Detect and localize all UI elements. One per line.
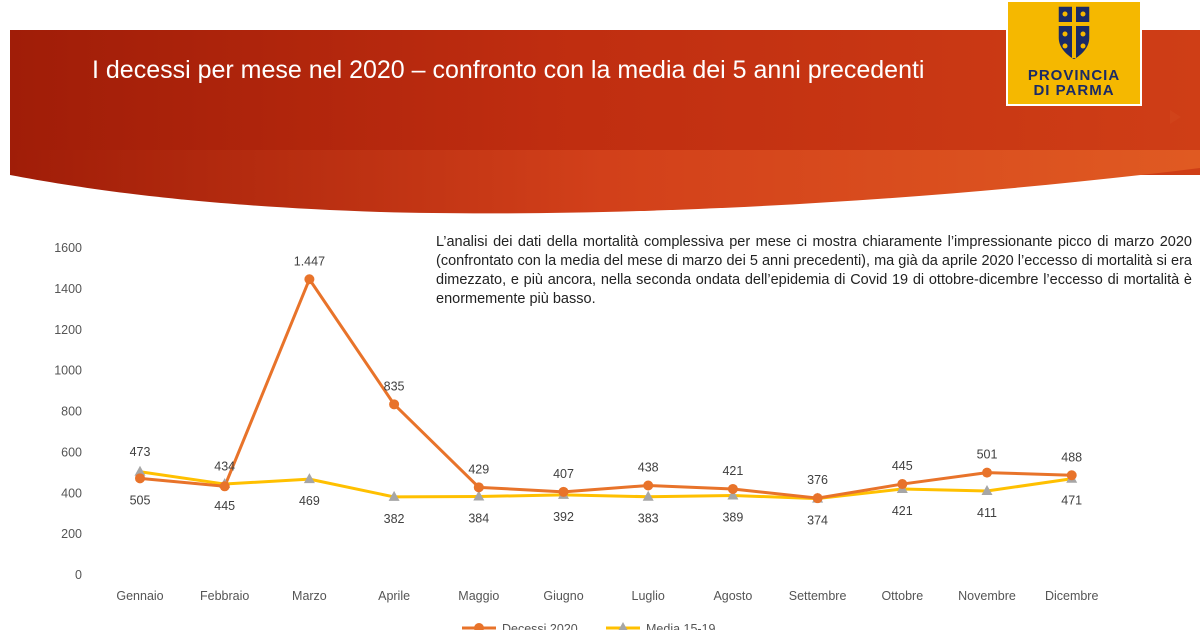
- y-tick-label: 800: [61, 405, 82, 419]
- data-label-decessi-2020: 473: [130, 445, 151, 459]
- point-decessi-2020: [897, 479, 908, 490]
- x-tick-label: Ottobre: [881, 589, 923, 603]
- point-decessi-2020: [812, 493, 823, 504]
- data-label-decessi-2020: 438: [638, 460, 659, 474]
- data-labels: 473 505 434 445 1.447 469 835 382 429 384 407 392 43…: [130, 254, 1083, 527]
- x-tick-label: Dicembre: [1045, 589, 1099, 603]
- point-media-15-19: [303, 473, 315, 484]
- monthly-deaths-chart: 0 200 400 600 800 1000 1200 1400 1600 Gennaio Feb…: [54, 241, 1098, 630]
- y-axis: 0 200 400 600 800 1000 1200 1400 1600: [54, 241, 82, 582]
- slide-title: I decessi per mese nel 2020 – confronto …: [92, 56, 925, 84]
- data-label-media-15-19: 421: [892, 504, 913, 518]
- data-label-decessi-2020: 434: [214, 459, 235, 473]
- data-label-decessi-2020: 445: [892, 459, 913, 473]
- data-label-media-15-19: 374: [807, 514, 828, 528]
- point-decessi-2020: [1066, 470, 1077, 481]
- data-label-media-15-19: 392: [553, 510, 574, 524]
- x-tick-label: Maggio: [458, 589, 499, 603]
- point-decessi-2020: [473, 482, 484, 493]
- data-label-media-15-19: 411: [977, 506, 997, 520]
- banner-swoosh: [10, 150, 1200, 214]
- point-media-15-19: [388, 490, 400, 501]
- provincia-logo: PROVINCIA DI PARMA: [1006, 0, 1142, 106]
- data-label-decessi-2020: 429: [468, 462, 489, 476]
- x-tick-label: Novembre: [958, 589, 1016, 603]
- point-decessi-2020: [135, 473, 145, 484]
- data-label-media-15-19: 382: [384, 512, 405, 526]
- series-line-media-15-19: [139, 470, 1072, 501]
- x-axis: Gennaio Febbraio Marzo Aprile Maggio Giugno Lu…: [116, 589, 1098, 603]
- point-decessi-2020: [727, 483, 738, 494]
- logo-text: PROVINCIA DI PARMA: [1008, 68, 1140, 98]
- point-media-15-19: [981, 485, 993, 496]
- x-tick-label: Luglio: [632, 589, 665, 603]
- logo-text-line2: DI PARMA: [1033, 82, 1115, 99]
- y-tick-label: 200: [61, 527, 82, 541]
- data-label-media-15-19: 383: [638, 512, 659, 526]
- data-label-decessi-2020: 488: [1061, 450, 1082, 464]
- bullet-arrow-icon: [1170, 110, 1181, 124]
- data-label-media-15-19: 389: [722, 510, 743, 524]
- series-line-decessi-2020: [139, 277, 1072, 500]
- x-tick-label: Gennaio: [116, 589, 163, 603]
- data-label-media-15-19: 384: [468, 512, 489, 526]
- y-tick-label: 400: [61, 486, 82, 500]
- y-tick-label: 1600: [54, 241, 82, 255]
- legend-marker-decessi-2020: [474, 623, 484, 630]
- y-tick-label: 600: [61, 445, 82, 459]
- data-label-decessi-2020: 421: [722, 464, 743, 478]
- x-tick-label: Marzo: [292, 589, 327, 603]
- point-decessi-2020: [558, 486, 569, 497]
- point-media-15-19: [134, 465, 146, 476]
- data-label-media-15-19: 445: [214, 499, 235, 513]
- analysis-text: L’analisi dei dati della mortalità compl…: [436, 233, 1192, 309]
- data-label-decessi-2020: 407: [553, 467, 574, 481]
- point-media-15-19: [473, 490, 485, 501]
- point-media-15-19: [642, 490, 654, 501]
- logo-text-line1: PROVINCIA: [1027, 67, 1121, 84]
- data-label-decessi-2020: 376: [807, 473, 828, 487]
- data-label-media-15-19: 505: [130, 493, 151, 507]
- x-tick-label: Aprile: [378, 589, 410, 603]
- legend-marker-media-15-19: [618, 622, 628, 630]
- point-decessi-2020: [982, 467, 992, 478]
- x-tick-label: Febbraio: [200, 589, 249, 603]
- y-tick-label: 0: [75, 568, 82, 582]
- data-label-media-15-19: 469: [299, 494, 320, 508]
- legend-label-media-15-19: Media 15-19: [646, 622, 716, 630]
- x-tick-label: Giugno: [543, 589, 583, 603]
- legend-label-decessi-2020: Decessi 2020: [502, 622, 578, 630]
- legend: Decessi 2020 Media 15-19: [462, 622, 716, 630]
- data-label-decessi-2020: 835: [384, 379, 405, 393]
- coat-of-arms-icon: [1057, 5, 1091, 61]
- point-media-15-19: [727, 489, 739, 500]
- y-tick-label: 1200: [54, 323, 82, 337]
- data-label-decessi-2020: 501: [977, 448, 998, 462]
- x-tick-label: Agosto: [713, 589, 752, 603]
- y-tick-label: 1000: [54, 364, 82, 378]
- point-decessi-2020: [389, 399, 400, 410]
- data-label-media-15-19: 471: [1061, 494, 1082, 508]
- x-tick-label: Settembre: [789, 589, 847, 603]
- y-tick-label: 1400: [54, 282, 82, 296]
- point-decessi-2020: [304, 274, 315, 285]
- point-decessi-2020: [643, 480, 654, 491]
- plot-area: [134, 274, 1078, 504]
- point-decessi-2020: [219, 481, 230, 492]
- data-label-decessi-2020: 1.447: [294, 254, 325, 268]
